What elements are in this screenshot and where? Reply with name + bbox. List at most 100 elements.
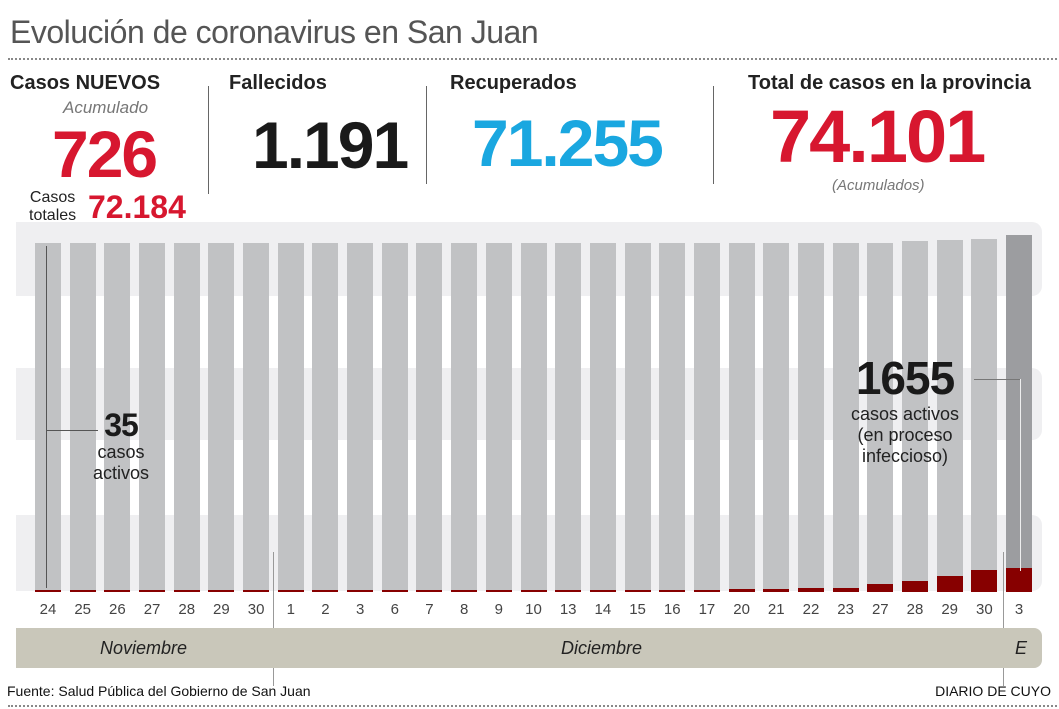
separator [426,86,427,184]
total-bar [936,240,963,592]
active-cases-bar [173,590,200,592]
leader-line [46,246,47,588]
active-cases-bar [277,590,304,592]
x-tick-label: 26 [109,601,126,618]
x-tick-label: 24 [39,601,57,618]
total-bar [763,243,790,592]
annotation-text: casos activos [850,404,960,424]
active-cases-bar [243,590,270,592]
total-bar [624,243,651,592]
active-cases-bar [347,590,374,592]
brand-text: DIARIO DE CUYO [935,683,1051,699]
x-tick-label: 21 [767,601,785,618]
leader-line [46,430,98,431]
x-tick-label: 3 [355,601,365,618]
annotation-text: (en proceso [857,425,953,445]
total-bar [485,243,512,592]
active-cases-bar [381,590,408,592]
x-tick-label: 22 [802,601,820,618]
x-tick-label: 23 [837,601,854,618]
month-noviembre: Noviembre [100,638,188,658]
total-value: 74.101 [770,95,986,178]
x-tick-label: 6 [390,601,399,618]
x-tick-label: 8 [459,601,469,618]
active-cases-bar [416,590,443,592]
active-cases-bar [659,589,686,592]
month-diciembre: Diciembre [561,638,643,658]
total-bar [902,241,928,592]
divider [8,705,1057,707]
active-cases-bar [867,583,894,592]
total-bar [867,243,894,592]
active-cases-bar [312,590,339,592]
annotation-text: activos [92,463,150,483]
x-tick-label: 17 [698,601,716,618]
fallecidos-value: 1.191 [252,108,409,182]
totales-label-1: Casos [29,189,76,206]
x-tick-label: 29 [941,601,959,618]
totales-value: 72.184 [88,189,186,225]
x-tick-label: 30 [247,601,265,618]
total-bar [208,243,235,592]
x-tick-label: 10 [525,601,542,618]
total-bar [381,243,408,592]
total-bar [173,243,200,592]
x-tick-label: 28 [178,601,196,618]
x-tick-label: 28 [906,601,924,618]
month-bar: Noviembre Diciembre E [16,628,1042,668]
active-cases-bar [69,590,96,592]
total-label: Total de casos en la provincia [748,72,1032,94]
leader-line [974,379,1020,380]
x-tick-label: 13 [559,601,577,618]
total-bar [347,243,374,592]
month-divider [273,552,274,686]
total-bar [797,243,824,592]
active-cases-bar [763,588,790,592]
x-tick-label: 30 [976,601,993,618]
active-cases-bar [1006,568,1033,592]
active-cases-bar [589,589,616,592]
x-tick-label: 29 [213,601,230,618]
active-cases-bar [520,590,547,592]
x-tick-label: 14 [594,601,612,618]
total-bar [69,243,96,592]
total-bar [139,243,166,592]
separator [208,86,209,194]
x-tick-label: 20 [733,601,750,618]
x-tick-label: 3 [1014,601,1024,618]
total-bar [277,243,304,592]
nuevos-label: Casos NUEVOS [10,72,161,94]
active-cases-bar [728,589,755,592]
total-bar [589,243,616,592]
total-bar [312,243,339,592]
total-bar [728,243,755,592]
total-bar [451,243,478,592]
active-cases-bar [104,590,131,592]
source-text: Fuente: Salud Pública del Gobierno de Sa… [7,683,311,699]
x-tick-label: 15 [629,601,646,618]
active-cases-bar [797,587,824,592]
active-cases-bar [971,569,998,592]
x-tick-label: 9 [494,601,503,618]
annotation-value: 1655 [855,352,955,404]
recuperados-value: 71.255 [472,106,664,180]
total-bar [520,243,547,592]
nuevos-sublabel: Acumulado [63,98,149,117]
annotation-text: casos [97,442,145,462]
annotation-value: 35 [104,407,139,443]
divider [8,58,1057,60]
month-divider [1003,552,1004,686]
month-enero: E [1015,638,1028,658]
active-cases-bar [35,590,61,592]
x-tick-label: 27 [143,601,161,618]
total-bar [693,243,720,592]
fallecidos-label: Fallecidos [229,72,327,94]
total-bar [659,243,686,592]
x-tick-label: 2 [321,601,330,618]
x-tick-label: 1 [286,601,295,618]
total-bar [971,239,998,592]
total-bar [35,243,61,592]
recuperados-label: Recuperados [450,72,577,94]
totales-label-2: totales [29,207,77,224]
